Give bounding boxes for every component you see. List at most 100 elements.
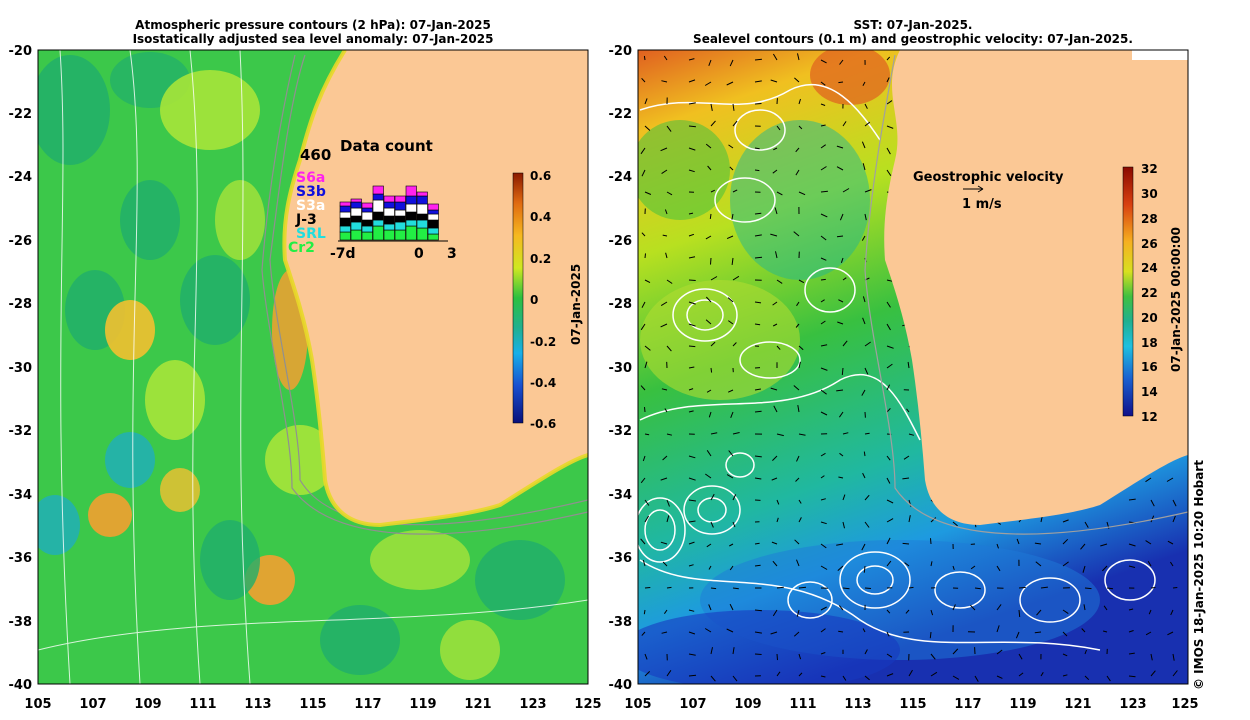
velocity-arrow	[820, 367, 828, 371]
velocity-arrow	[772, 301, 778, 306]
data-count-bar-segment	[372, 193, 384, 201]
velocity-arrow	[705, 235, 712, 240]
velocity-arrow	[732, 120, 738, 127]
velocity-arrow	[820, 521, 827, 525]
velocity-arrow	[795, 323, 800, 328]
velocity-arrow	[930, 653, 936, 660]
left-cbar-tick: -0.6	[530, 417, 556, 431]
velocity-arrow	[798, 672, 803, 677]
velocity-arrow	[886, 77, 890, 83]
velocity-arrow	[842, 587, 850, 590]
left-xtick: 111	[189, 697, 216, 712]
velocity-arrow	[1035, 561, 1042, 567]
velocity-arrow	[727, 297, 734, 303]
velocity-arrow	[688, 609, 695, 612]
velocity-arrow	[1150, 653, 1153, 661]
sealevel-contours	[638, 83, 1156, 651]
left-ytick: -30	[9, 361, 33, 376]
velocity-arrow	[666, 515, 670, 523]
velocity-arrow	[820, 257, 827, 261]
sat-label-s3b: S3b	[296, 184, 326, 200]
left-cbar-tick: -0.4	[530, 376, 556, 390]
velocity-arrow	[644, 407, 646, 413]
right-xtick: 107	[679, 697, 706, 712]
velocity-arrow	[886, 518, 894, 523]
velocity-arrow	[1128, 543, 1136, 547]
data-count-bar-segment	[427, 233, 439, 241]
velocity-arrow	[1102, 630, 1108, 633]
velocity-arrow	[863, 451, 866, 457]
velocity-arrow	[705, 143, 712, 149]
velocity-arrow	[662, 455, 668, 461]
velocity-arrow	[710, 521, 714, 528]
data-count-bar-segment	[405, 211, 417, 221]
velocity-arrow	[1150, 499, 1155, 507]
velocity-arrow	[770, 79, 778, 83]
velocity-arrow	[903, 455, 910, 460]
velocity-arrow	[776, 653, 778, 661]
data-count-bar-segment	[394, 195, 406, 203]
velocity-arrow	[772, 169, 778, 174]
left-map-title: Atmospheric pressure contours (2 hPa): 0…	[38, 18, 588, 46]
left-colorbar: 0.6 0.4 0.2 0 -0.2 -0.4 -0.6 07-Jan-2025	[512, 169, 583, 431]
left-cbar-tick: -0.2	[530, 335, 556, 349]
velocity-arrow	[644, 125, 651, 131]
velocity-arrow	[732, 675, 738, 682]
velocity-arrow	[664, 408, 668, 413]
right-xtick: 109	[734, 697, 761, 712]
velocity-arrow	[842, 521, 845, 529]
velocity-arrow	[1102, 565, 1108, 572]
velocity-arrow	[930, 609, 934, 616]
velocity-arrow	[886, 384, 891, 391]
velocity-arrow	[666, 586, 672, 589]
velocity-arrow	[776, 279, 783, 284]
velocity-arrow	[726, 235, 734, 240]
velocity-arrow	[861, 543, 866, 551]
velocity-arrow	[886, 56, 891, 61]
data-count-bar-segment	[372, 211, 384, 221]
velocity-arrow	[820, 565, 828, 570]
velocity-arrow	[864, 587, 872, 589]
left-cbar-tick: 0.2	[530, 252, 551, 266]
velocity-arrow	[1084, 649, 1087, 655]
data-count-bar-segment	[361, 202, 373, 209]
left-cbar-label: 07-Jan-2025	[569, 264, 583, 345]
velocity-arrow	[836, 235, 844, 238]
velocity-arrow	[820, 144, 826, 149]
velocity-arrow	[704, 628, 712, 633]
velocity-arrow	[688, 564, 694, 567]
right-ytick: -22	[609, 107, 633, 122]
velocity-arrow	[996, 565, 1001, 572]
velocity-arrow	[837, 321, 844, 325]
data-count-bars	[339, 185, 439, 241]
velocity-arrow	[886, 631, 890, 637]
velocity-arrow	[952, 675, 960, 680]
velocity-arrow	[776, 191, 783, 196]
velocity-arrow	[706, 389, 712, 393]
velocity-arrow	[644, 191, 652, 195]
velocity-arrow	[729, 603, 734, 611]
velocity-arrow	[908, 515, 911, 523]
velocity-arrow	[729, 543, 734, 547]
velocity-arrow	[886, 323, 891, 331]
velocity-arrow	[820, 278, 826, 281]
velocity-arrow	[664, 209, 668, 215]
right-cbar-tick: 14	[1141, 385, 1158, 399]
left-cbar-tick: 0.6	[530, 169, 551, 183]
velocity-arrow	[666, 670, 672, 677]
velocity-arrow	[705, 296, 712, 303]
right-xtick: 115	[899, 697, 926, 712]
velocity-arrow	[644, 671, 651, 677]
velocity-arrow	[838, 605, 844, 611]
velocity-arrow	[1062, 653, 1068, 657]
sat-label-j3: J-3	[295, 212, 317, 228]
velocity-arrow	[842, 277, 847, 281]
velocity-arrow	[710, 341, 716, 347]
data-count-bar-segment	[405, 195, 417, 205]
velocity-arrow	[662, 234, 668, 237]
left-xtick: 123	[519, 697, 546, 712]
velocity-arrow	[732, 647, 735, 655]
data-count-bar-segment	[350, 207, 362, 217]
data-count-bar-segment	[339, 217, 351, 227]
velocity-arrow	[754, 631, 762, 634]
